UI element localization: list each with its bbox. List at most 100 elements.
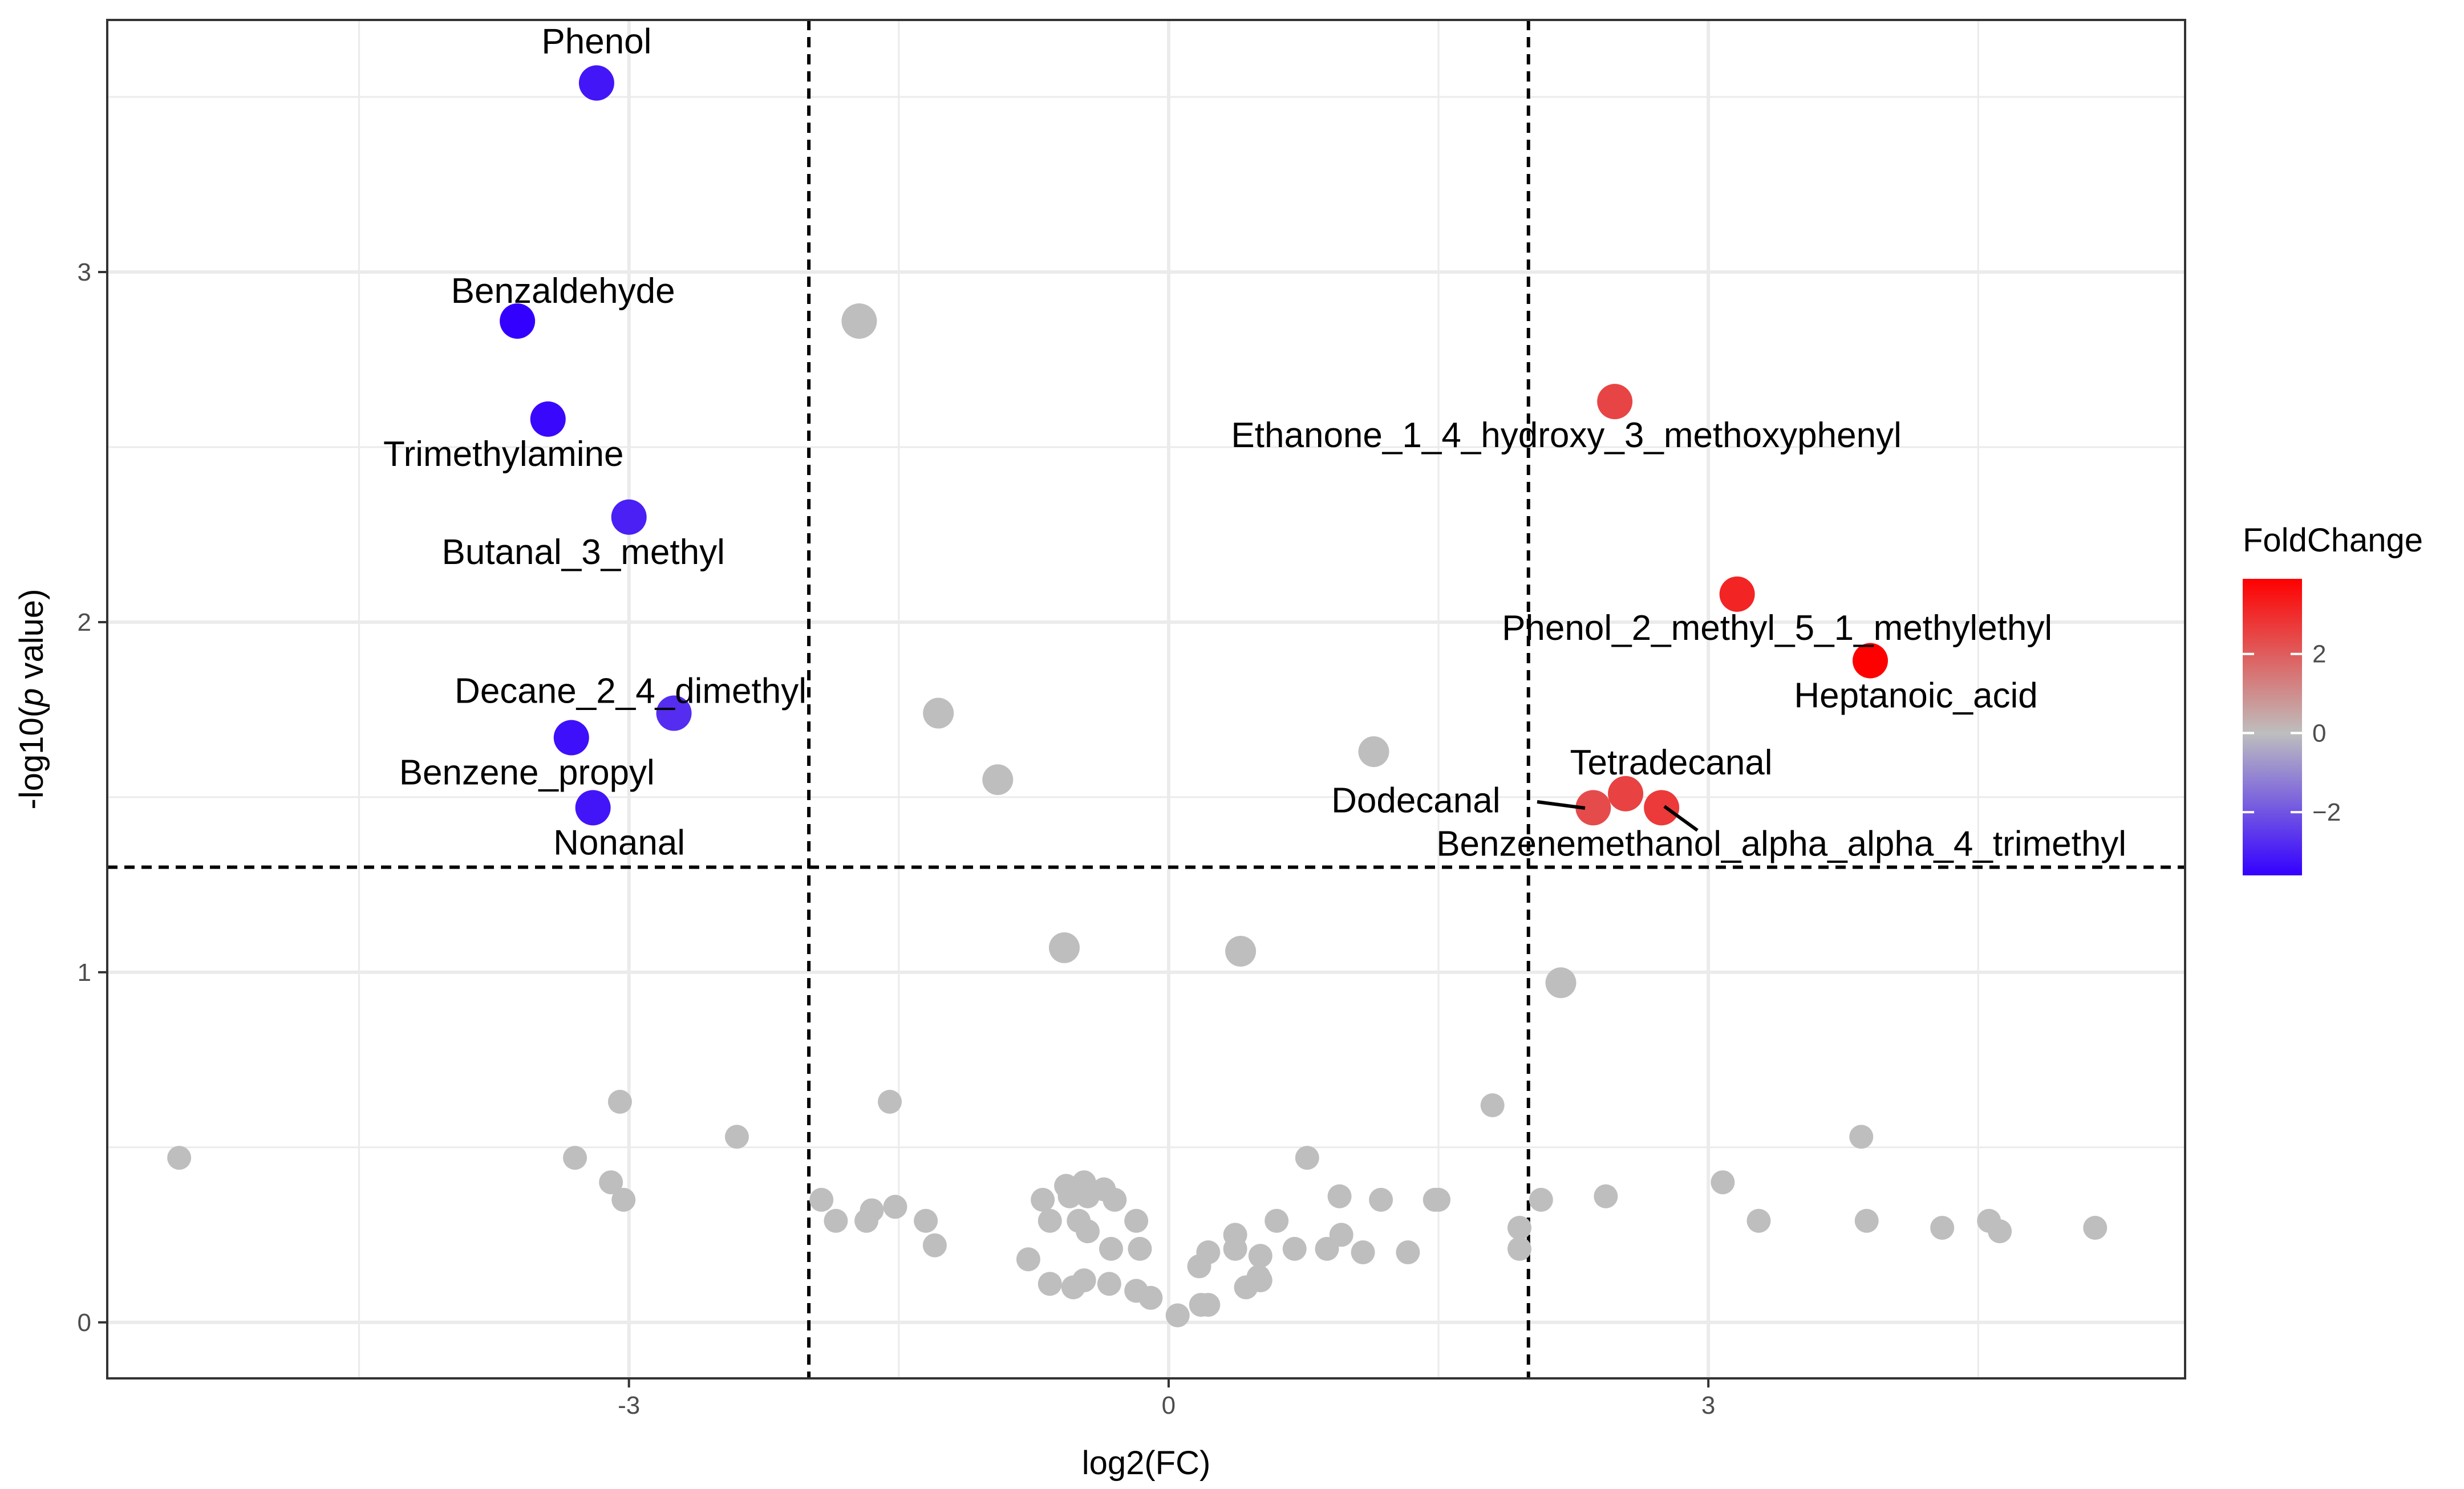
- label-phenol-2-methyl-5-1-methylethyl: Phenol_2_methyl_5_1_methylethyl: [1502, 608, 2052, 648]
- point-benzenemethanol-alpha-alpha-4-trimethyl: [1644, 790, 1680, 826]
- label-butanal-3-methyl: Butanal_3_methyl: [442, 533, 725, 572]
- nonsignificant-point: [1016, 1247, 1040, 1272]
- nonsignificant-point: [809, 1187, 834, 1212]
- y-tick-label: 3: [78, 258, 91, 286]
- data-points: [167, 65, 2108, 1328]
- x-tick-label: 3: [1701, 1391, 1715, 1419]
- point-benzene-propyl: [553, 720, 589, 756]
- legend: FoldChange 2 0 −2: [2243, 522, 2423, 875]
- nonsignificant-point: [860, 1198, 884, 1223]
- y-axis-title-suffix: value): [13, 589, 50, 688]
- label-decane-2-4-dimethyl: Decane_2_4_dimethyl: [455, 672, 807, 711]
- nonsignificant-point: [1038, 1272, 1062, 1296]
- nonsignificant-point: [1295, 1146, 1319, 1170]
- label-trimethylamine: Trimethylamine: [383, 435, 623, 474]
- grid-lines: [107, 20, 2185, 1378]
- label-connector: [1663, 805, 1699, 832]
- point-decane-2-4-dimethyl: [656, 695, 692, 731]
- nonsignificant-point: [1849, 1125, 1874, 1149]
- nonsignificant-point: [878, 1090, 902, 1114]
- legend-title: FoldChange: [2243, 522, 2423, 559]
- label-heptanoic-acid: Heptanoic_acid: [1794, 676, 2037, 715]
- nonsignificant-point: [1329, 1223, 1353, 1247]
- nonsignificant-point: [922, 1233, 947, 1257]
- nonsignificant-point: [1358, 736, 1389, 768]
- nonsignificant-point: [599, 1170, 623, 1195]
- nonsignificant-point: [611, 1187, 636, 1212]
- nonsignificant-point: [1196, 1240, 1221, 1264]
- point-nonanal: [575, 790, 611, 826]
- nonsignificant-point: [1594, 1184, 1618, 1208]
- point-phenol-2-methyl-5-1-methylethyl: [1719, 576, 1755, 612]
- nonsignificant-point: [2083, 1216, 2108, 1240]
- nonsignificant-point: [1099, 1236, 1123, 1261]
- nonsignificant-point: [824, 1208, 848, 1233]
- y-axis-title-prefix: -log10(: [13, 707, 50, 810]
- x-tick-label: -3: [618, 1391, 640, 1419]
- plot-panel-border: [106, 19, 2186, 1380]
- nonsignificant-point: [914, 1208, 938, 1233]
- nonsignificant-point: [1048, 932, 1080, 963]
- label-connector: [1537, 800, 1586, 810]
- nonsignificant-point: [1138, 1285, 1163, 1310]
- x-tick-label: 0: [1162, 1391, 1176, 1419]
- nonsignificant-point: [1327, 1184, 1352, 1208]
- nonsignificant-point: [1480, 1093, 1505, 1118]
- legend-colorbar: [2243, 579, 2302, 875]
- nonsignificant-point: [1225, 936, 1257, 967]
- point-butanal-3-methyl: [611, 499, 647, 535]
- point-trimethylamine: [530, 401, 566, 437]
- nonsignificant-point: [1265, 1208, 1289, 1233]
- y-axis: 0 1 2 3: [78, 258, 106, 1337]
- threshold-lines: [107, 20, 2185, 1378]
- nonsignificant-point: [607, 1090, 632, 1114]
- label-connectors: [1537, 800, 1699, 832]
- label-benzaldehyde: Benzaldehyde: [451, 271, 675, 311]
- nonsignificant-point: [1038, 1208, 1062, 1233]
- point-tetradecanal: [1608, 776, 1644, 812]
- nonsignificant-point: [1072, 1268, 1096, 1293]
- nonsignificant-point: [1196, 1293, 1221, 1317]
- y-tick-label: 0: [78, 1309, 91, 1337]
- nonsignificant-point: [1075, 1219, 1100, 1244]
- nonsignificant-point: [1128, 1236, 1152, 1261]
- label-nonanal: Nonanal: [553, 823, 685, 862]
- y-tick-label: 1: [78, 959, 91, 987]
- nonsignificant-point: [1426, 1187, 1451, 1212]
- legend-tick-label: −2: [2312, 798, 2341, 826]
- nonsignificant-point: [841, 303, 877, 339]
- nonsignificant-point: [1248, 1244, 1272, 1268]
- nonsignificant-point: [1282, 1236, 1307, 1261]
- label-phenol: Phenol: [541, 22, 651, 62]
- point-labels: Phenol Benzaldehyde Trimethylamine Butanal_…: [383, 22, 2126, 864]
- label-tetradecanal: Tetradecanal: [1570, 743, 1773, 782]
- nonsignificant-point: [1097, 1272, 1121, 1296]
- nonsignificant-point: [1031, 1187, 1055, 1212]
- y-axis-title: -log10(p value): [13, 589, 50, 810]
- y-tick-label: 2: [78, 608, 91, 636]
- legend-tick-label: 2: [2312, 640, 2326, 668]
- nonsignificant-point: [167, 1146, 192, 1170]
- label-ethanone-1-4-hydroxy-3-methoxyphenyl: Ethanone_1_4_hydroxy_3_methoxyphenyl: [1231, 416, 1901, 455]
- nonsignificant-point: [1930, 1216, 1955, 1240]
- point-ethanone-1-4-hydroxy-3-methoxyphenyl: [1597, 384, 1633, 420]
- label-benzene-propyl: Benzene_propyl: [399, 753, 655, 793]
- nonsignificant-point: [1746, 1208, 1771, 1233]
- nonsignificant-point: [1545, 967, 1577, 999]
- nonsignificant-point: [982, 764, 1014, 796]
- nonsignificant-point: [1711, 1170, 1735, 1195]
- nonsignificant-point: [1507, 1216, 1531, 1240]
- nonsignificant-point: [1369, 1187, 1393, 1212]
- nonsignificant-point: [1351, 1240, 1375, 1264]
- x-axis-title: log2(FC): [1082, 1445, 1211, 1482]
- nonsignificant-point: [1988, 1219, 2012, 1244]
- nonsignificant-point: [1223, 1236, 1247, 1261]
- point-phenol: [578, 65, 614, 101]
- x-axis: -3 0 3: [618, 1380, 1715, 1419]
- legend-ticks: 2 0 −2: [2243, 640, 2341, 826]
- point-dodecanal: [1575, 790, 1611, 826]
- label-benzenemethanol-alpha-alpha-4-trimethyl: Benzenemethanol_alpha_alpha_4_trimethyl: [1436, 824, 2126, 863]
- nonsignificant-point: [883, 1195, 907, 1219]
